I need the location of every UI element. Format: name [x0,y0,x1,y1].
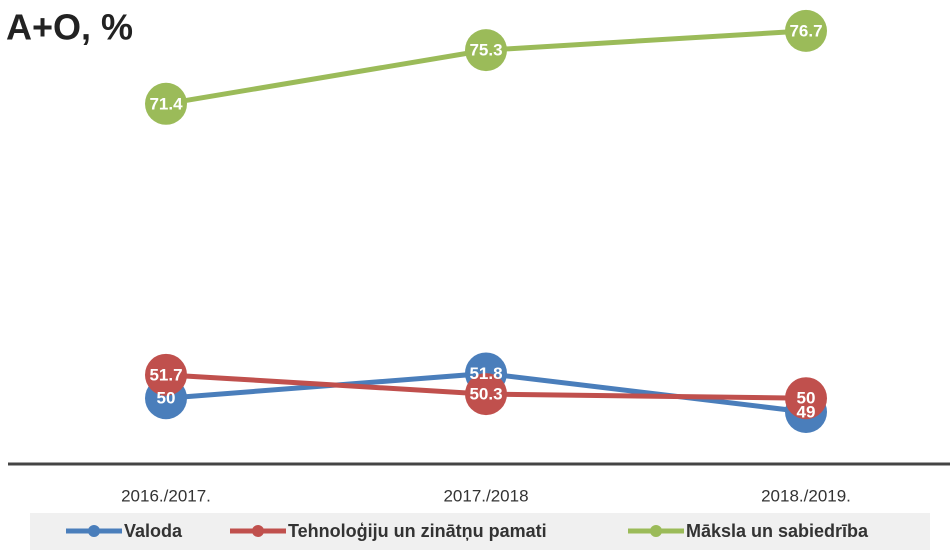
legend-label: Māksla un sabiedrība [686,521,869,541]
chart-title: A+O, % [6,7,133,48]
legend-marker [88,525,100,537]
marker [145,82,187,125]
data-label: 75.3 [469,41,502,60]
legend-marker [650,525,662,537]
legend-marker [252,525,264,537]
data-label: 50 [157,389,176,408]
data-label: 49 [797,402,816,421]
marker [465,373,507,416]
x-tick-label: 2017./2018 [443,486,528,505]
data-label: 50.3 [469,385,502,404]
data-label: 51.7 [149,365,182,384]
legend-label: Valoda [124,521,183,541]
data-label: 50 [797,389,816,408]
marker [785,9,827,52]
x-tick-label: 2016./2017. [121,486,211,505]
marker [465,29,507,72]
legend-label: Tehnoloģiju un zinātņu pamati [288,521,547,541]
data-label: 51.8 [469,364,502,383]
x-tick-label: 2018./2019. [761,486,851,505]
marker [145,353,187,396]
marker [785,377,827,420]
legend-box [30,513,930,550]
data-label: 71.4 [149,94,183,113]
data-label: 76.7 [789,21,822,40]
